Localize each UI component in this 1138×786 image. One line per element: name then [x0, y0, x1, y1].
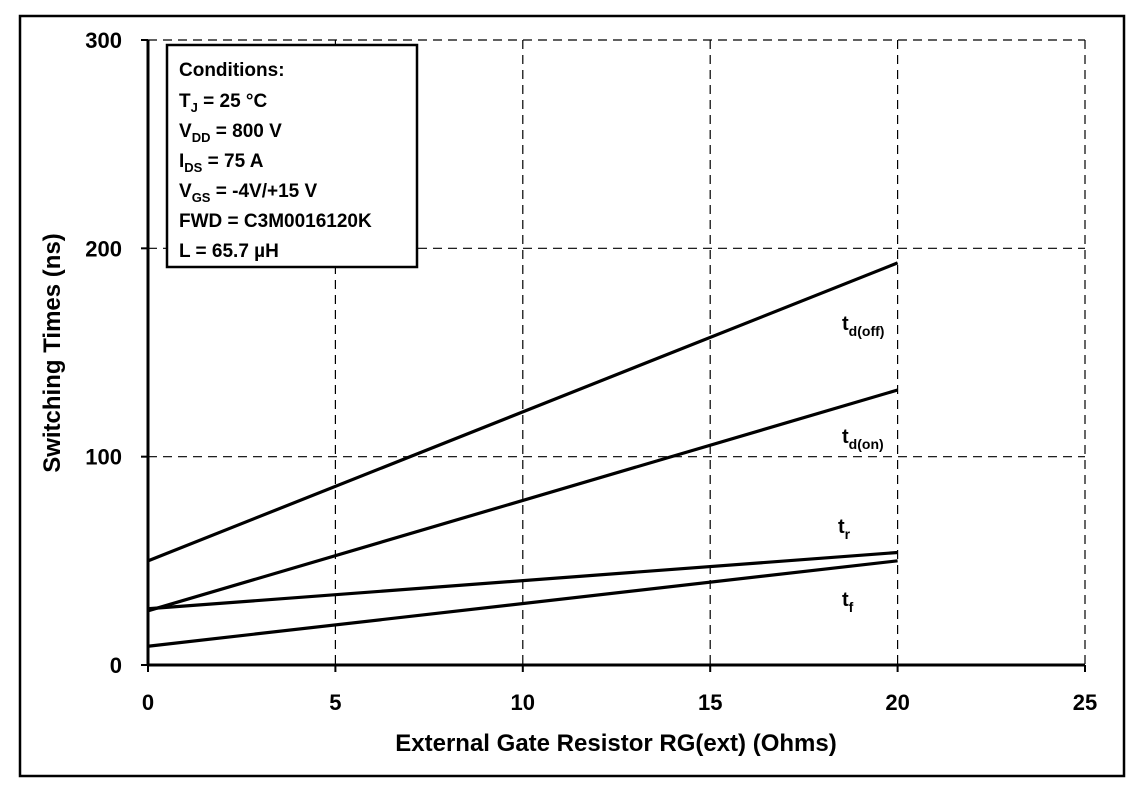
- tick-labels: 0 5 10 15 20 25 0 100 200 300: [85, 28, 1097, 715]
- condition-line: VDD = 800 V: [179, 121, 282, 145]
- x-tick-label: 0: [142, 690, 154, 715]
- y-tick-label: 0: [110, 653, 122, 678]
- series-line-t-f: [147, 559, 898, 648]
- condition-line: L = 65.7 µH: [179, 241, 279, 262]
- y-tick-label: 100: [85, 445, 122, 470]
- x-tick-label: 10: [511, 690, 535, 715]
- condition-line: FWD = C3M0016120K: [179, 211, 372, 232]
- series-line-t-d-off-: [147, 261, 899, 563]
- series-label: tf: [842, 589, 854, 615]
- data-series: [147, 261, 899, 648]
- y-tick-label: 300: [85, 28, 122, 53]
- conditions-border: [165, 43, 419, 269]
- conditions-header: Conditions:: [179, 60, 285, 81]
- series-line-t-d-on-: [147, 388, 899, 613]
- x-tick-label: 25: [1073, 690, 1097, 715]
- series-line-t-r: [147, 550, 898, 611]
- x-axis-title: External Gate Resistor RG(ext) (Ohms): [395, 730, 836, 757]
- y-tick-label: 200: [85, 236, 122, 261]
- y-axis-title: Switching Times (ns): [39, 233, 66, 473]
- x-tick-label: 15: [698, 690, 722, 715]
- x-tick-label: 20: [885, 690, 909, 715]
- condition-line: TJ = 25 °C: [179, 91, 268, 115]
- x-tick-label: 5: [329, 690, 341, 715]
